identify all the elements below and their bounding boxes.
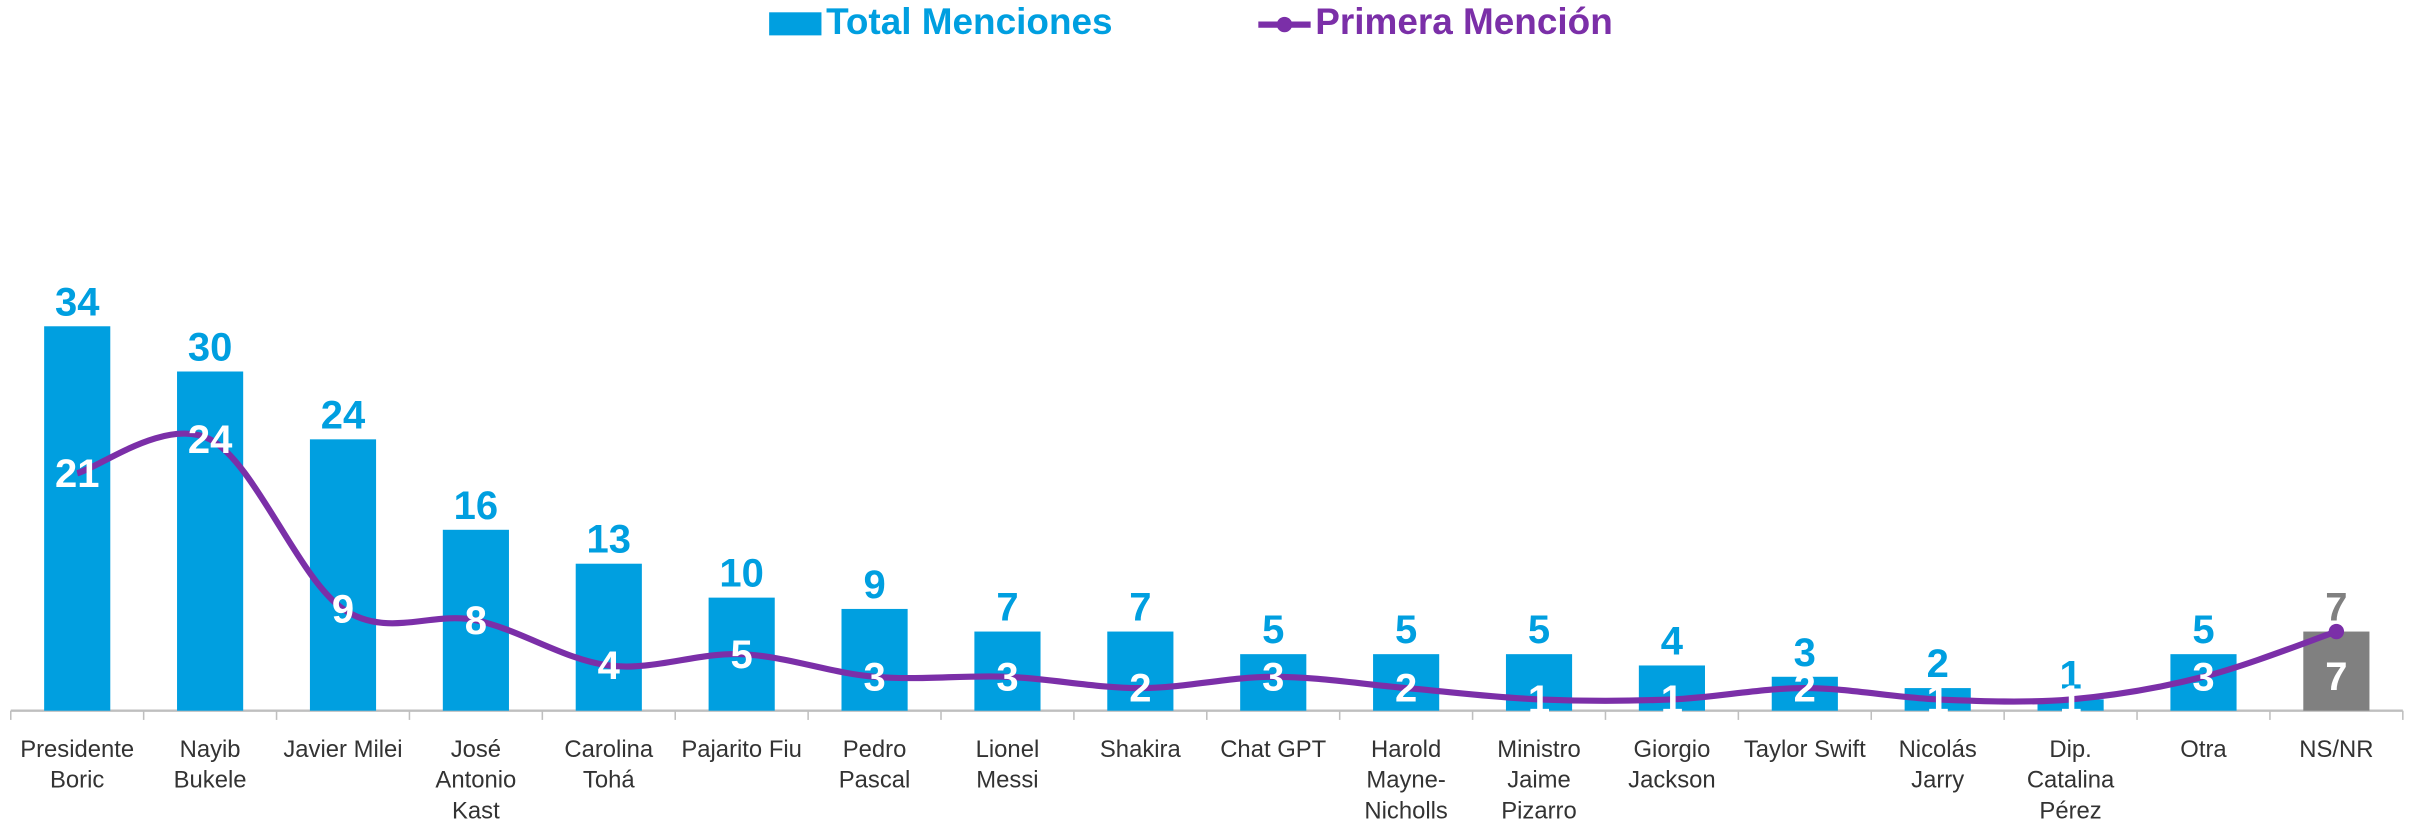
bar: [309, 439, 377, 711]
legend-swatch: [769, 12, 822, 36]
bar: [1373, 654, 1440, 711]
bar-label: 30: [188, 326, 232, 370]
bar-label: 24: [321, 393, 366, 437]
x-tick-label: Dip. Catalina Pérez: [2026, 736, 2115, 825]
bar: [2037, 699, 2104, 711]
bar: [575, 563, 642, 711]
bar: [841, 608, 908, 711]
bar: [1240, 654, 1307, 711]
legend-label: Primera Mención: [1315, 1, 1613, 44]
line-label: 3: [1262, 655, 1284, 699]
bar-label: 34: [55, 280, 100, 324]
x-tick-label: Nayib Bukele: [173, 736, 247, 794]
line-label: 3: [2192, 655, 2214, 699]
bar-label: 1: [2059, 653, 2081, 697]
line-label: 4: [598, 644, 621, 688]
x-tick-label: Chat GPT: [1220, 736, 1327, 763]
bar: [44, 326, 111, 711]
bar: [1107, 631, 1174, 711]
x-tick-label: Otra: [2180, 736, 2227, 763]
line-label: 1: [1661, 678, 1683, 722]
x-tick-label: Carolina Tohá: [564, 736, 654, 794]
bar-label: 5: [2192, 608, 2214, 652]
bar-label: 2: [1927, 642, 1949, 686]
bar-label: 7: [996, 586, 1018, 630]
bar-label: 5: [1395, 608, 1417, 652]
line-label: 8: [465, 599, 487, 643]
x-tick-label: Giorgio Jackson: [1628, 736, 1716, 794]
x-tick-label: Harold Mayne-Nicholls: [1364, 736, 1448, 825]
x-tick-label: Nicolás Jarry: [1898, 736, 1977, 794]
x-tick-label: Ministro Jaime Pizarro: [1497, 736, 1581, 825]
legend-swatch: [1276, 16, 1293, 33]
bar: [1771, 676, 1838, 711]
line-marker: [2328, 623, 2345, 640]
line-label: 9: [332, 588, 354, 632]
line-label: 3: [996, 655, 1018, 699]
bar-label: 3: [1794, 631, 1816, 675]
bar: [177, 371, 244, 711]
legend-label: Total Menciones: [826, 1, 1113, 44]
bar-label: 7: [2325, 586, 2347, 630]
line-label: 21: [55, 452, 99, 496]
x-tick-label: Pajarito Fiu: [681, 736, 802, 763]
line-label: 24: [188, 418, 233, 462]
bar-label: 5: [1528, 608, 1550, 652]
line: [76, 430, 2338, 705]
bar-label: 13: [587, 518, 631, 562]
line-label: 2: [1129, 667, 1151, 711]
bar: [974, 631, 1041, 711]
bar-label: 10: [719, 552, 763, 596]
line-label: 5: [731, 633, 753, 677]
x-tick-label: Shakira: [1099, 736, 1181, 763]
line-label: 1: [1528, 678, 1550, 722]
x-tick-label: Taylor Swift: [1743, 736, 1866, 763]
x-tick-label: José Antonio Kast: [435, 736, 517, 825]
bar-label: 16: [454, 484, 498, 528]
line-label: 1: [1927, 678, 1949, 722]
x-tick-label: Lionel Messi: [975, 736, 1040, 794]
x-tick-label: NS/NR: [2299, 736, 2374, 763]
bar-label: 7: [1129, 586, 1151, 630]
line-label: 7: [2325, 655, 2347, 699]
bar: [2303, 631, 2370, 711]
line-label: 2: [1794, 667, 1816, 711]
x-tick-label: Presidente Boric: [20, 736, 135, 794]
x-tick-label: Javier Milei: [283, 736, 403, 763]
bar-label: 9: [863, 563, 885, 607]
line-label: 2: [1395, 667, 1417, 711]
line-label: 3: [863, 655, 885, 699]
line-label: 1: [2059, 678, 2081, 722]
bar-label: 5: [1262, 608, 1284, 652]
x-tick-label: Pedro Pascal: [838, 736, 911, 794]
bar-label: 4: [1661, 619, 1684, 663]
